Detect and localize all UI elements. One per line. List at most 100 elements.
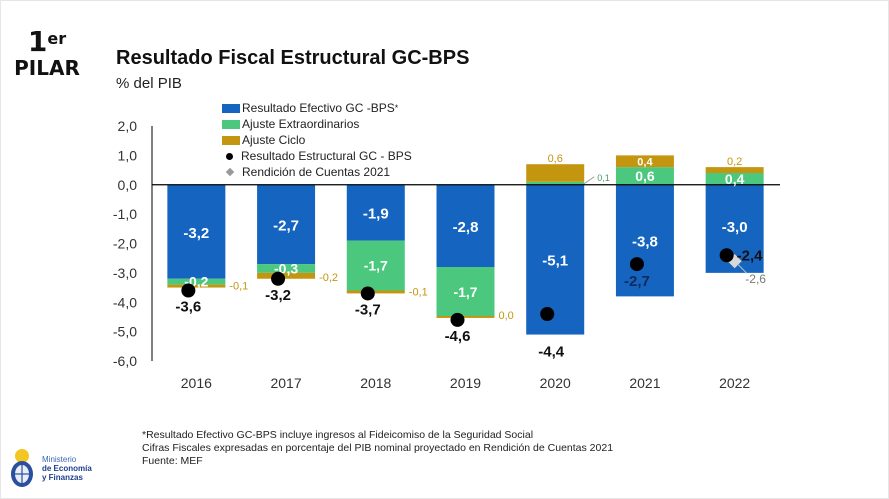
bar-extraordinarios (526, 181, 585, 185)
bar-efectivo (346, 184, 405, 241)
data-label-extraordinarios: 0,1 (597, 173, 610, 183)
legend-swatch-efectivo (222, 103, 240, 113)
data-label-extraordinarios: 0,4 (725, 171, 745, 187)
logo-line-2: de Economía (42, 464, 92, 473)
bar-extraordinarios (615, 167, 674, 185)
ministry-logo (11, 449, 33, 487)
pilar-number: 1 (27, 25, 48, 58)
legend-label: Rendición de Cuentas 2021 (242, 165, 391, 179)
x-tick-label: 2018 (360, 375, 391, 391)
chart-title: Resultado Fiscal Estructural GC-BPS (116, 47, 470, 69)
data-label-ciclo: 0,4 (637, 156, 653, 168)
data-label-ciclo: 0,2 (727, 156, 742, 168)
legend-item-rendicion: Rendición de Cuentas 2021 (222, 164, 412, 180)
bar-ciclo (526, 164, 585, 182)
data-label-extraordinarios: -1,7 (364, 258, 388, 274)
ministry-name: Ministerio de Economía y Finanzas (42, 455, 92, 482)
bar-ciclo (615, 155, 674, 168)
bar-efectivo (167, 184, 226, 279)
gray-diamond-icon (225, 167, 235, 177)
y-tick-label: -5,0 (113, 324, 137, 340)
data-label-estructural: -2,4 (737, 247, 764, 264)
logo-line-1: Ministerio (42, 455, 77, 464)
data-label-estructural: -3,7 (355, 301, 381, 318)
data-label-efectivo: -2,7 (273, 217, 299, 234)
y-tick-label: -4,0 (113, 294, 137, 310)
chart-subtitle: % del PIB (116, 75, 182, 92)
data-label-ciclo: -0,1 (229, 281, 248, 293)
y-tick-label: -6,0 (113, 353, 137, 369)
data-label-efectivo: -2,8 (453, 219, 479, 236)
bar-extraordinarios (167, 278, 226, 285)
legend-swatch-extraordinarios (222, 119, 240, 129)
legend-item-estructural: Resultado Estructural GC - BPS (222, 148, 412, 164)
legend-item-efectivo: Resultado Efectivo GC -BPS * (222, 100, 412, 116)
bar-ciclo (436, 315, 495, 318)
y-tick-label: -1,0 (113, 206, 137, 222)
bar-extraordinarios (257, 264, 316, 273)
legend-label: Ajuste Ciclo (242, 133, 306, 147)
leader-line (737, 263, 747, 274)
data-label-efectivo: -3,0 (722, 219, 748, 236)
data-label-efectivo: -3,2 (183, 225, 209, 242)
legend-swatch-ciclo (222, 135, 240, 145)
x-tick-label: 2021 (629, 375, 660, 391)
data-label-efectivo: -3,8 (632, 234, 658, 251)
data-label-efectivo: -1,9 (363, 206, 389, 223)
bars-layer (167, 155, 764, 335)
x-tick-label: 2016 (181, 375, 212, 391)
legend-label: Ajuste Extraordinarios (242, 117, 360, 131)
legend-item-ciclo: Ajuste Ciclo (222, 132, 412, 148)
bar-extraordinarios (705, 173, 764, 185)
logo-line-3: y Finanzas (42, 473, 83, 482)
estructural-marker (540, 307, 555, 321)
footnote-3: Fuente: MEF (142, 455, 203, 467)
coat-of-arms-icon (11, 449, 33, 487)
estructural-marker (360, 286, 375, 301)
y-tick-label: 2,0 (118, 118, 138, 134)
y-tick-label: 1,0 (118, 147, 138, 163)
bar-extraordinarios (436, 267, 495, 317)
bar-ciclo (167, 284, 226, 288)
estructural-marker (629, 257, 644, 272)
footnote-2: Cifras Fiscales expresadas en porcentaje… (142, 442, 614, 454)
legend-label: Resultado Efectivo GC -BPS (242, 101, 395, 115)
bar-ciclo (257, 272, 316, 279)
leader-line (583, 176, 595, 185)
data-label-ciclo: 0,0 (499, 310, 514, 322)
data-label-estructural: -4,4 (538, 344, 565, 361)
pilar-suffix: er (47, 29, 67, 48)
y-tick-label: -3,0 (113, 265, 137, 281)
chart-legend: Resultado Efectivo GC -BPS * Ajuste Extra… (222, 100, 412, 180)
pilar-word: PILAR (14, 56, 80, 80)
bar-efectivo (257, 184, 316, 265)
data-label-ciclo: -0,2 (319, 272, 338, 284)
data-label-estructural: -2,7 (624, 273, 650, 290)
data-label-extraordinarios: -1,7 (453, 284, 477, 300)
x-tick-label: 2017 (270, 375, 301, 391)
black-dot-icon (226, 152, 233, 160)
data-label-estructural: -3,6 (175, 299, 201, 316)
legend-label: Resultado Estructural GC - BPS (241, 149, 412, 163)
x-tick-label: 2019 (450, 375, 481, 391)
bar-efectivo (436, 184, 495, 267)
estructural-marker (450, 312, 465, 327)
estructural-marker (719, 248, 734, 263)
data-label-ciclo: 0,6 (548, 153, 563, 165)
y-tick-label: -2,0 (113, 236, 137, 252)
bar-efectivo (615, 184, 674, 297)
y-tick-label: 0,0 (118, 177, 138, 193)
axes-layer: 2,0 1,0 0,0 -1,0 -2,0 -3,0 -4,0 -5,0 -6,0 2016 201… (113, 118, 780, 391)
data-label-estructural: -4,6 (445, 328, 471, 345)
bar-extraordinarios (346, 240, 405, 291)
legend-asterisk: * (394, 103, 399, 113)
marks-layer: -3,2-0,2 -0,1-2,7-0,3-0,2-1,9-1,7-0,1-2,8… (175, 153, 766, 360)
data-label-estructural: -3,2 (265, 287, 291, 304)
legend-item-extraordinarios: Ajuste Extraordinarios (222, 116, 412, 132)
data-label-rendicion: -2,6 (745, 272, 766, 286)
bar-efectivo (526, 184, 585, 335)
data-label-extraordinarios: 0,6 (635, 168, 655, 184)
data-label-efectivo: -5,1 (542, 253, 568, 270)
x-tick-label: 2022 (719, 375, 750, 391)
